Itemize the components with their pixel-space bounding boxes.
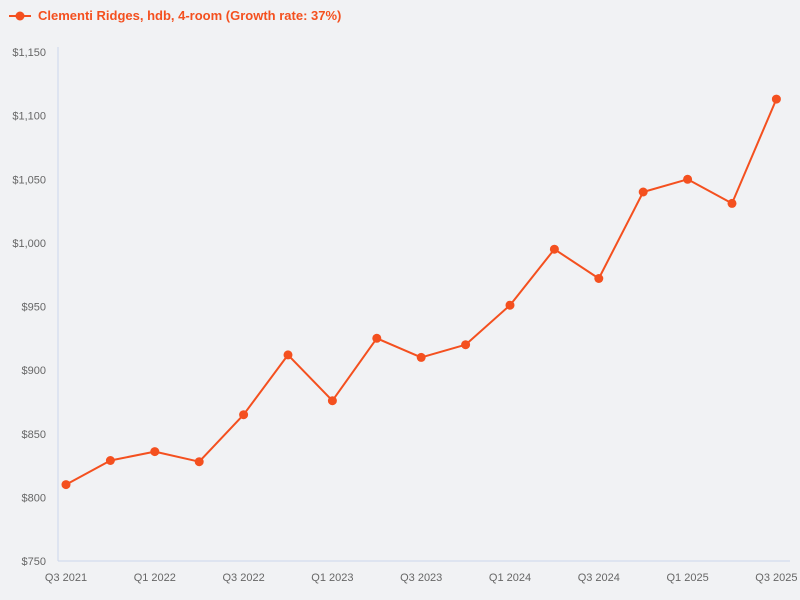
x-axis-tick-label: Q3 2025 [755,572,797,584]
data-point[interactable] [105,456,115,465]
data-point[interactable] [194,457,204,467]
legend-item[interactable]: Clementi Ridges, hdb, 4-room (Growth rat… [8,6,341,26]
y-axis-tick-label: $1,100 [12,111,46,123]
data-point[interactable] [594,274,604,283]
data-point[interactable] [327,396,337,406]
y-axis-tick-label: $800 [22,492,46,504]
y-axis-tick-label: $900 [22,365,46,377]
data-point[interactable] [150,447,160,457]
data-point[interactable] [727,198,737,208]
x-axis-tick-label: Q1 2022 [134,572,176,584]
series-marker-icon [9,11,31,21]
legend-label: Clementi Ridges, hdb, 4-room (Growth rat… [38,8,342,23]
y-axis-tick-label: $1,050 [12,174,46,186]
data-point[interactable] [61,480,71,490]
y-axis-tick-label: $750 [22,556,46,568]
x-axis-tick-label: Q1 2023 [311,572,353,584]
data-point[interactable] [239,410,249,420]
series-line [65,98,778,486]
x-axis-tick-label: Q3 2022 [222,572,264,584]
data-point[interactable] [771,94,781,104]
x-axis-tick-label: Q3 2023 [400,572,442,584]
data-point[interactable] [549,244,559,254]
x-axis-tick-label: Q3 2024 [578,572,620,584]
y-axis-tick-label: $950 [22,302,46,314]
data-point[interactable] [638,187,648,197]
x-axis-tick-label: Q1 2025 [666,572,708,584]
y-axis-tick-label: $1,150 [12,47,46,59]
data-point[interactable] [505,300,515,310]
x-axis-tick-label: Q3 2021 [45,572,87,584]
data-point[interactable] [461,340,471,350]
data-point[interactable] [416,352,426,362]
y-axis-tick-label: $1,000 [12,238,46,250]
x-axis-tick-label: Q1 2024 [489,572,531,584]
y-axis-tick-label: $850 [22,429,46,441]
data-point[interactable] [372,333,382,343]
data-point[interactable] [683,174,693,184]
data-point[interactable] [283,350,293,360]
